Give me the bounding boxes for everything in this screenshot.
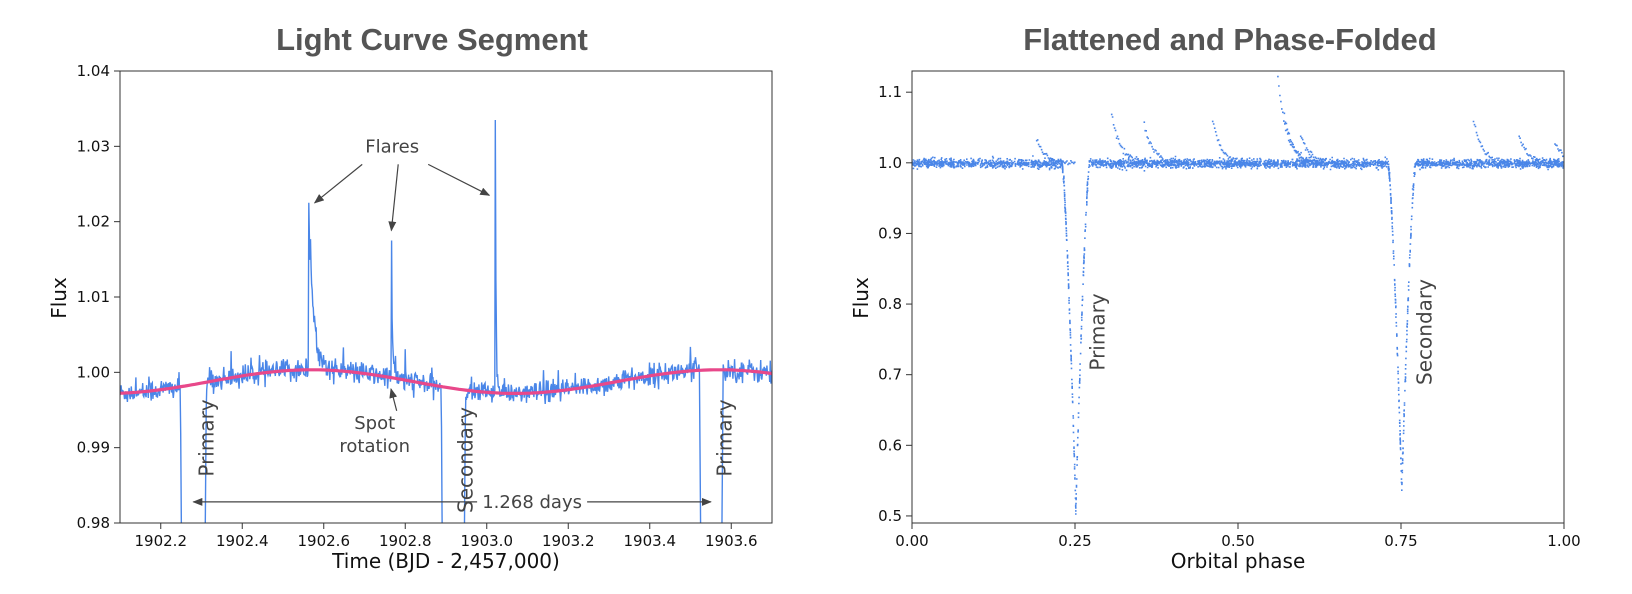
right-chart-title: Flattened and Phase-Folded	[1023, 22, 1436, 57]
y-tick-label: 1.00	[77, 363, 110, 381]
left-y-ticks: 0.98 0.99 1.00 1.01 1.02 1.03 1.04	[77, 62, 120, 532]
x-tick-label: 0.75	[1384, 532, 1417, 550]
y-tick-label: 0.8	[878, 295, 902, 313]
period-annotation: 1.268 days	[482, 492, 582, 513]
spot-model-line	[120, 368, 772, 395]
primary-eclipse-label: Primary	[195, 399, 219, 476]
x-tick-label: 0.50	[1221, 532, 1254, 550]
x-tick-label: 0.25	[1058, 532, 1091, 550]
right-annotations: Primary Secondary	[1085, 279, 1436, 385]
left-y-axis-label: Flux	[47, 277, 71, 319]
y-tick-label: 0.9	[878, 224, 902, 242]
spot-annotation-line1: Spot	[354, 413, 395, 434]
x-tick-label: 1903.0	[461, 532, 514, 550]
x-tick-label: 1902.8	[379, 532, 432, 550]
left-chart-title: Light Curve Segment	[276, 22, 588, 57]
right-axes-frame	[911, 70, 1565, 524]
y-tick-label: 1.1	[878, 83, 902, 101]
flare-arrow	[388, 164, 399, 232]
x-tick-label: 0.00	[895, 532, 928, 550]
left-x-ticks: 1902.2 1902.4 1902.6 1902.8 1903.0 1903.2 1903…	[135, 523, 758, 550]
right-x-axis-label: Orbital phase	[1171, 549, 1306, 573]
y-tick-label: 0.99	[77, 439, 110, 457]
x-tick-label: 1902.2	[135, 532, 188, 550]
x-tick-label: 1903.2	[542, 532, 595, 550]
y-tick-label: 1.04	[77, 62, 110, 80]
y-tick-label: 0.6	[878, 436, 902, 454]
y-tick-label: 0.5	[878, 507, 902, 525]
x-tick-label: 1902.6	[298, 532, 351, 550]
phase-folded-panel: Flattened and Phase-Folded 0.00 0.25 0.50 0…	[849, 22, 1581, 573]
secondary-eclipse-label: Secondary	[1413, 279, 1437, 385]
y-tick-label: 0.98	[77, 514, 110, 532]
y-tick-label: 1.02	[77, 213, 110, 231]
right-y-axis-label: Flux	[849, 277, 873, 319]
x-tick-label: 1903.4	[624, 532, 677, 550]
y-tick-label: 1.01	[77, 288, 110, 306]
flares-annotation: Flares	[365, 136, 419, 157]
left-x-axis-label: Time (BJD - 2,457,000)	[331, 549, 560, 573]
y-tick-label: 1.03	[77, 137, 110, 155]
phase-folded-points	[912, 75, 1564, 515]
spot-arrow	[389, 387, 398, 411]
right-x-ticks: 0.00 0.25 0.50 0.75 1.00	[895, 523, 1581, 550]
x-tick-label: 1.00	[1547, 532, 1580, 550]
spot-annotation-line2: rotation	[339, 436, 410, 457]
left-plot-area	[120, 119, 772, 523]
primary-eclipse-label-2: Primary	[712, 399, 736, 476]
y-tick-label: 0.7	[878, 366, 902, 384]
flare-arrow	[427, 163, 491, 196]
flare-arrow	[313, 163, 363, 204]
x-tick-label: 1902.4	[216, 532, 269, 550]
x-tick-label: 1903.6	[705, 532, 758, 550]
light-curve-panel: Light Curve Segment 1902.2 1902.4 1902.6 19…	[47, 22, 773, 573]
right-plot-area	[912, 75, 1564, 515]
primary-eclipse-label: Primary	[1085, 293, 1109, 370]
y-tick-label: 1.0	[878, 154, 902, 172]
secondary-eclipse-label: Secondary	[453, 407, 477, 513]
right-y-ticks: 0.5 0.6 0.7 0.8 0.9 1.0 1.1	[878, 83, 912, 525]
